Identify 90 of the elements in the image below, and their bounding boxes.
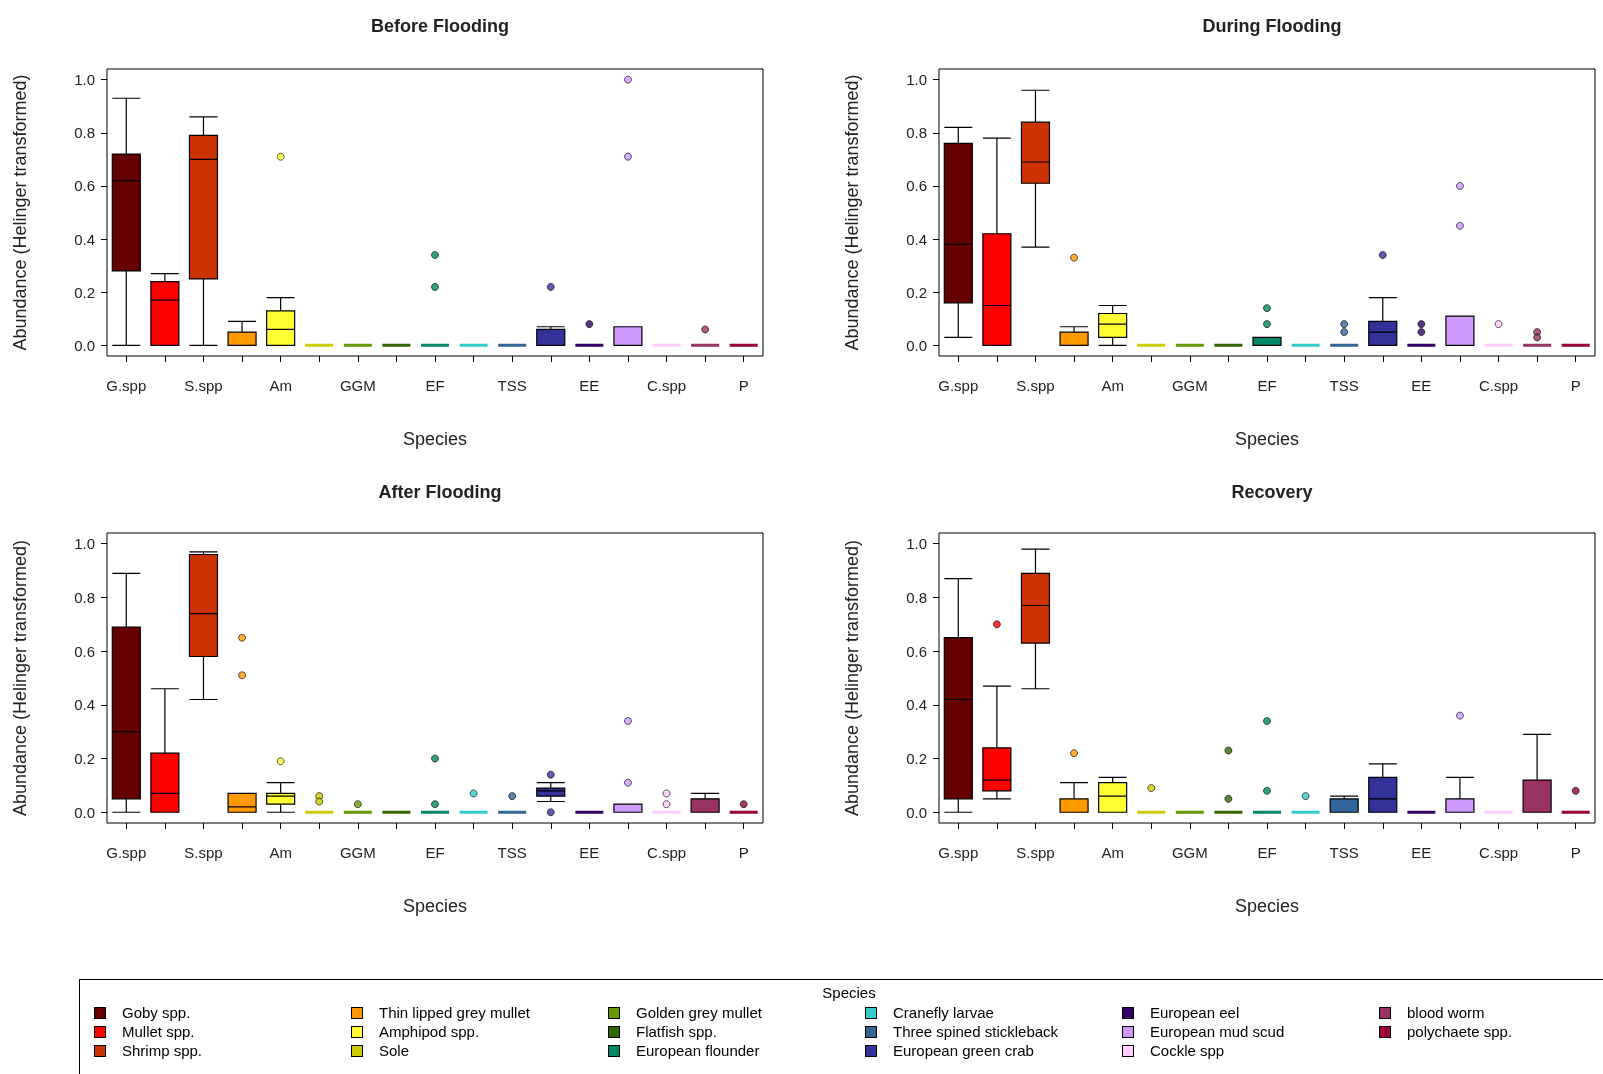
x-tick-label: C.spp [646, 844, 687, 861]
y-tick-label: 1.0 [74, 71, 95, 89]
x-tick-label: EE [579, 844, 600, 861]
legend-label: European eel [1150, 1004, 1240, 1021]
y-tick-label: 0.6 [74, 177, 95, 195]
y-tick-label: 0.0 [906, 336, 927, 354]
legend-label: European mud scud [1150, 1023, 1285, 1040]
legend-label: Flatfish spp. [636, 1023, 717, 1040]
x-tick-label: S.spp [184, 844, 223, 861]
y-axis-title: Abundance (Helinger transformed) [10, 74, 30, 351]
x-tick-label: G.spp [106, 377, 147, 394]
x-tick-label: C.spp [1478, 377, 1519, 394]
legend-label: blood worm [1407, 1004, 1485, 1021]
x-tick-label: C.spp [646, 377, 687, 394]
y-tick-label: 0.2 [906, 750, 927, 768]
x-tick-label: EF [1257, 377, 1277, 394]
y-tick-label: 1.0 [906, 71, 927, 89]
y-tick-label: 0.2 [74, 283, 95, 301]
y-tick-label: 0.8 [74, 124, 95, 142]
chart-title: Recovery [1231, 482, 1313, 502]
y-axis-title: Abundance (Helinger transformed) [842, 539, 862, 817]
x-tick-label: P [738, 377, 749, 394]
y-tick-label: 0.0 [74, 803, 95, 821]
legend-label: Thin lipped grey mullet [379, 1004, 530, 1021]
chart-title: After Flooding [378, 482, 502, 502]
x-tick-label: EF [425, 377, 445, 394]
x-tick-label: EE [1411, 844, 1432, 861]
x-tick-label: G.spp [938, 377, 979, 394]
x-tick-label: EF [425, 844, 445, 861]
y-tick-label: 0.4 [74, 696, 95, 714]
x-tick-label: Am [269, 377, 292, 394]
x-tick-label: EE [579, 377, 600, 394]
y-tick-label: 0.0 [906, 803, 927, 821]
chart-title: Before Flooding [371, 16, 509, 36]
y-tick-label: 0.4 [906, 696, 927, 714]
x-tick-label: GGM [1171, 844, 1208, 861]
legend-label: European flounder [636, 1042, 760, 1059]
legend-label: Shrimp spp. [122, 1042, 203, 1059]
x-tick-label: S.spp [184, 377, 223, 394]
legend-label: Goby spp. [122, 1004, 191, 1021]
x-axis-title: Species [1234, 429, 1300, 449]
legend-label: Three spined stickleback [893, 1023, 1059, 1040]
y-tick-label: 0.6 [906, 642, 927, 660]
y-tick-label: 0.8 [906, 588, 927, 606]
legend-label: Mullet spp. [122, 1023, 195, 1040]
legend-label: European green crab [893, 1042, 1034, 1059]
y-tick-label: 0.8 [906, 124, 927, 142]
x-tick-label: GGM [339, 377, 376, 394]
x-tick-label: Am [269, 844, 292, 861]
legend-label: Cranefly larvae [893, 1004, 994, 1021]
x-tick-label: S.spp [1016, 377, 1055, 394]
y-tick-label: 0.0 [74, 336, 95, 354]
x-axis-title: Species [1234, 896, 1300, 916]
chart-title: During Flooding [1202, 16, 1342, 36]
y-tick-label: 0.4 [906, 230, 927, 248]
x-tick-label: EF [1257, 844, 1277, 861]
x-tick-label: S.spp [1016, 844, 1055, 861]
x-tick-label: G.spp [938, 844, 979, 861]
x-axis-title: Species [402, 429, 468, 449]
y-tick-label: 0.4 [74, 230, 95, 248]
x-tick-label: TSS [497, 844, 527, 861]
x-tick-label: EE [1411, 377, 1432, 394]
x-tick-label: P [1570, 844, 1581, 861]
y-tick-label: 1.0 [906, 535, 927, 553]
x-tick-label: TSS [497, 377, 527, 394]
y-tick-label: 0.8 [74, 588, 95, 606]
x-tick-label: P [738, 844, 749, 861]
legend-label: Cockle spp [1150, 1042, 1225, 1059]
y-axis-title: Abundance (Helinger transformed) [842, 74, 862, 351]
legend-title: Species [821, 984, 877, 1001]
x-tick-label: Am [1101, 377, 1124, 394]
x-tick-label: GGM [339, 844, 376, 861]
y-tick-label: 0.2 [906, 283, 927, 301]
legend-label: Amphipod spp. [379, 1023, 480, 1040]
x-tick-label: Am [1101, 844, 1124, 861]
x-tick-label: GGM [1171, 377, 1208, 394]
y-tick-label: 0.6 [74, 642, 95, 660]
legend-label: Golden grey mullet [636, 1004, 762, 1021]
legend-label: polychaete spp. [1407, 1023, 1513, 1040]
y-tick-label: 0.2 [74, 750, 95, 768]
x-tick-label: TSS [1329, 844, 1359, 861]
x-tick-label: C.spp [1478, 844, 1519, 861]
y-tick-label: 0.6 [906, 177, 927, 195]
y-axis-title: Abundance (Helinger transformed) [10, 539, 30, 817]
x-axis-title: Species [402, 896, 468, 916]
y-tick-label: 1.0 [74, 535, 95, 553]
legend-label: Sole [379, 1042, 410, 1059]
x-tick-label: P [1570, 377, 1581, 394]
x-tick-label: TSS [1329, 377, 1359, 394]
x-tick-label: G.spp [106, 844, 147, 861]
